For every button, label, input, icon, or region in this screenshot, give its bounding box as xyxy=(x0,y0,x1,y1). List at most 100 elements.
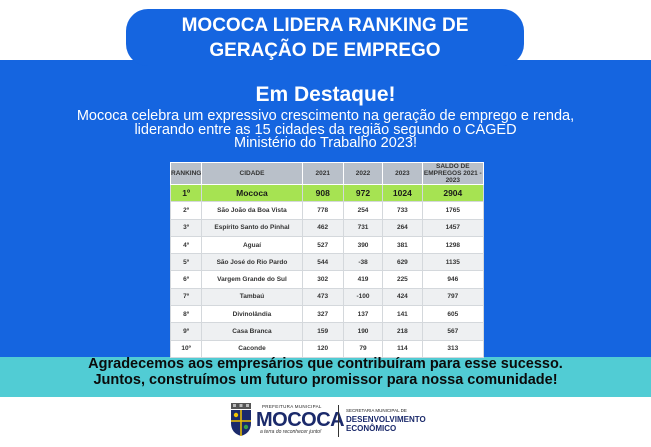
intro-line-1: Mococa celebra um expressivo crescimento… xyxy=(76,108,575,124)
title-line-2: GERAÇÃO DE EMPREGO xyxy=(209,39,441,61)
cell-saldo: 2904 xyxy=(421,183,485,203)
cell-2021: 159 xyxy=(301,322,344,341)
table-row: 4º Aguaí 527 390 381 1298 xyxy=(169,235,485,255)
cell-saldo: 1765 xyxy=(421,201,485,220)
cell-saldo: 567 xyxy=(421,322,485,341)
cell-saldo: 1135 xyxy=(421,253,485,272)
thanks-line-2: Juntos, construímos um futuro promissor … xyxy=(93,372,558,388)
cell-2021: 473 xyxy=(301,287,344,307)
cell-saldo: 605 xyxy=(421,305,485,324)
cell-2022: 79 xyxy=(342,339,384,358)
cell-2021: 120 xyxy=(301,339,344,358)
intro-line-3: Ministério do Trabalho 2023! xyxy=(234,135,417,151)
cell-city: São José do Rio Pardo xyxy=(201,253,303,272)
cell-saldo: 946 xyxy=(421,270,485,289)
table-row: 6º Vargem Grande do Sul 302 419 225 946 xyxy=(169,270,485,289)
cell-rank: 3º xyxy=(169,218,203,237)
ranking-table: RANKING CIDADE 2021 2022 2023 SALDO DE E… xyxy=(169,162,485,358)
department-name: DESENVOLVIMENTO ECONÔMICO xyxy=(346,415,426,433)
cell-rank: 9º xyxy=(169,322,203,341)
table-row: 3º Espírito Santo do Pinhal 462 731 264 … xyxy=(169,218,485,237)
thanks-message: Agradecemos aos empresários que contribu… xyxy=(0,356,651,388)
secretaria-label: SECRETARIA MUNICIPAL DE xyxy=(346,408,407,413)
cell-city: Mococa xyxy=(201,183,303,203)
cell-2023: 264 xyxy=(382,218,423,237)
cell-2023: 733 xyxy=(382,201,423,220)
cell-rank: 4º xyxy=(169,235,203,255)
cell-rank: 8º xyxy=(169,305,203,324)
header-2023: 2023 xyxy=(382,162,423,185)
table-row: 2º São João da Boa Vista 778 254 733 176… xyxy=(169,201,485,220)
cell-2022: 254 xyxy=(342,201,384,220)
cell-2021: 302 xyxy=(301,270,344,289)
header-cidade: CIDADE xyxy=(201,162,303,185)
header-saldo: SALDO DE EMPREGOS 2021 - 2023 xyxy=(421,162,485,185)
cell-rank: 6º xyxy=(169,270,203,289)
cell-2023: 629 xyxy=(382,253,423,272)
cell-rank: 5º xyxy=(169,253,203,272)
footer-divider xyxy=(338,405,339,437)
title-line-1: MOCOCA LIDERA RANKING DE xyxy=(181,14,469,36)
cell-rank: 2º xyxy=(169,201,203,220)
prefeitura-label: PREFEITURA MUNICIPAL xyxy=(262,404,322,409)
cell-city: Espírito Santo do Pinhal xyxy=(201,218,303,237)
cell-2021: 527 xyxy=(301,235,344,255)
cell-2023: 141 xyxy=(382,305,423,324)
cell-city: São João da Boa Vista xyxy=(201,201,303,220)
city-crest-icon xyxy=(231,403,251,436)
cell-city: Tambaú xyxy=(201,287,303,307)
cell-city: Casa Branca xyxy=(201,322,303,341)
table-row: 8º Divinolândia 327 137 141 605 xyxy=(169,305,485,324)
cyan-band xyxy=(0,357,651,397)
logo-tagline: a terra do reconhecer junto! xyxy=(260,429,322,435)
cell-2021: 778 xyxy=(301,201,344,220)
cell-2021: 544 xyxy=(301,253,344,272)
table-row: 5º São José do Rio Pardo 544 -38 629 113… xyxy=(169,253,485,272)
table-header-row: RANKING CIDADE 2021 2022 2023 SALDO DE E… xyxy=(169,162,485,185)
headline: Em Destaque! xyxy=(255,83,396,106)
cell-2021: 327 xyxy=(301,305,344,324)
cell-2023: 381 xyxy=(382,235,423,255)
cell-saldo: 313 xyxy=(421,339,485,358)
cell-2022: -38 xyxy=(342,253,384,272)
cell-2023: 114 xyxy=(382,339,423,358)
cell-city: Vargem Grande do Sul xyxy=(201,270,303,289)
cell-2022: 419 xyxy=(342,270,384,289)
cell-rank: 10º xyxy=(169,339,203,358)
cell-2023: 225 xyxy=(382,270,423,289)
cell-2023: 218 xyxy=(382,322,423,341)
cell-rank: 1º xyxy=(169,183,203,203)
cell-2022: 190 xyxy=(342,322,384,341)
department-line-2: ECONÔMICO xyxy=(346,424,397,433)
cell-city: Divinolândia xyxy=(201,305,303,324)
cell-2022: -100 xyxy=(342,287,384,307)
cell-2022: 731 xyxy=(342,218,384,237)
cell-2021: 908 xyxy=(301,183,344,203)
cell-2022: 137 xyxy=(342,305,384,324)
header-2021: 2021 xyxy=(301,162,344,185)
cell-saldo: 1457 xyxy=(421,218,485,237)
header-ranking: RANKING xyxy=(169,162,203,185)
cell-saldo: 1298 xyxy=(421,235,485,255)
cell-2022: 390 xyxy=(342,235,384,255)
cell-2022: 972 xyxy=(342,183,384,203)
intro-text: Mococa celebra um expressivo crescimento… xyxy=(0,108,651,151)
mococa-logo: MOCOCA xyxy=(256,409,345,431)
header-2022: 2022 xyxy=(342,162,384,185)
cell-rank: 7º xyxy=(169,287,203,307)
table-row: 7º Tambaú 473 -100 424 797 xyxy=(169,287,485,307)
table-row: 1º Mococa 908 972 1024 2904 xyxy=(169,183,485,203)
intro-line-2: liderando entre as 15 cidades da região … xyxy=(134,121,517,138)
table-row: 10º Caconde 120 79 114 313 xyxy=(169,339,485,358)
title-banner: MOCOCA LIDERA RANKING DE GERAÇÃO DE EMPR… xyxy=(126,9,524,66)
cell-2023: 424 xyxy=(382,287,423,307)
table-row: 9º Casa Branca 159 190 218 567 xyxy=(169,322,485,341)
footer xyxy=(0,397,651,447)
department-line-1: DESENVOLVIMENTO xyxy=(346,415,426,424)
thanks-line-1: Agradecemos aos empresários que contribu… xyxy=(88,356,563,372)
cell-2023: 1024 xyxy=(382,183,423,203)
cell-2021: 462 xyxy=(301,218,344,237)
cell-saldo: 797 xyxy=(421,287,485,307)
cell-city: Aguaí xyxy=(201,235,303,255)
cell-city: Caconde xyxy=(201,339,303,358)
